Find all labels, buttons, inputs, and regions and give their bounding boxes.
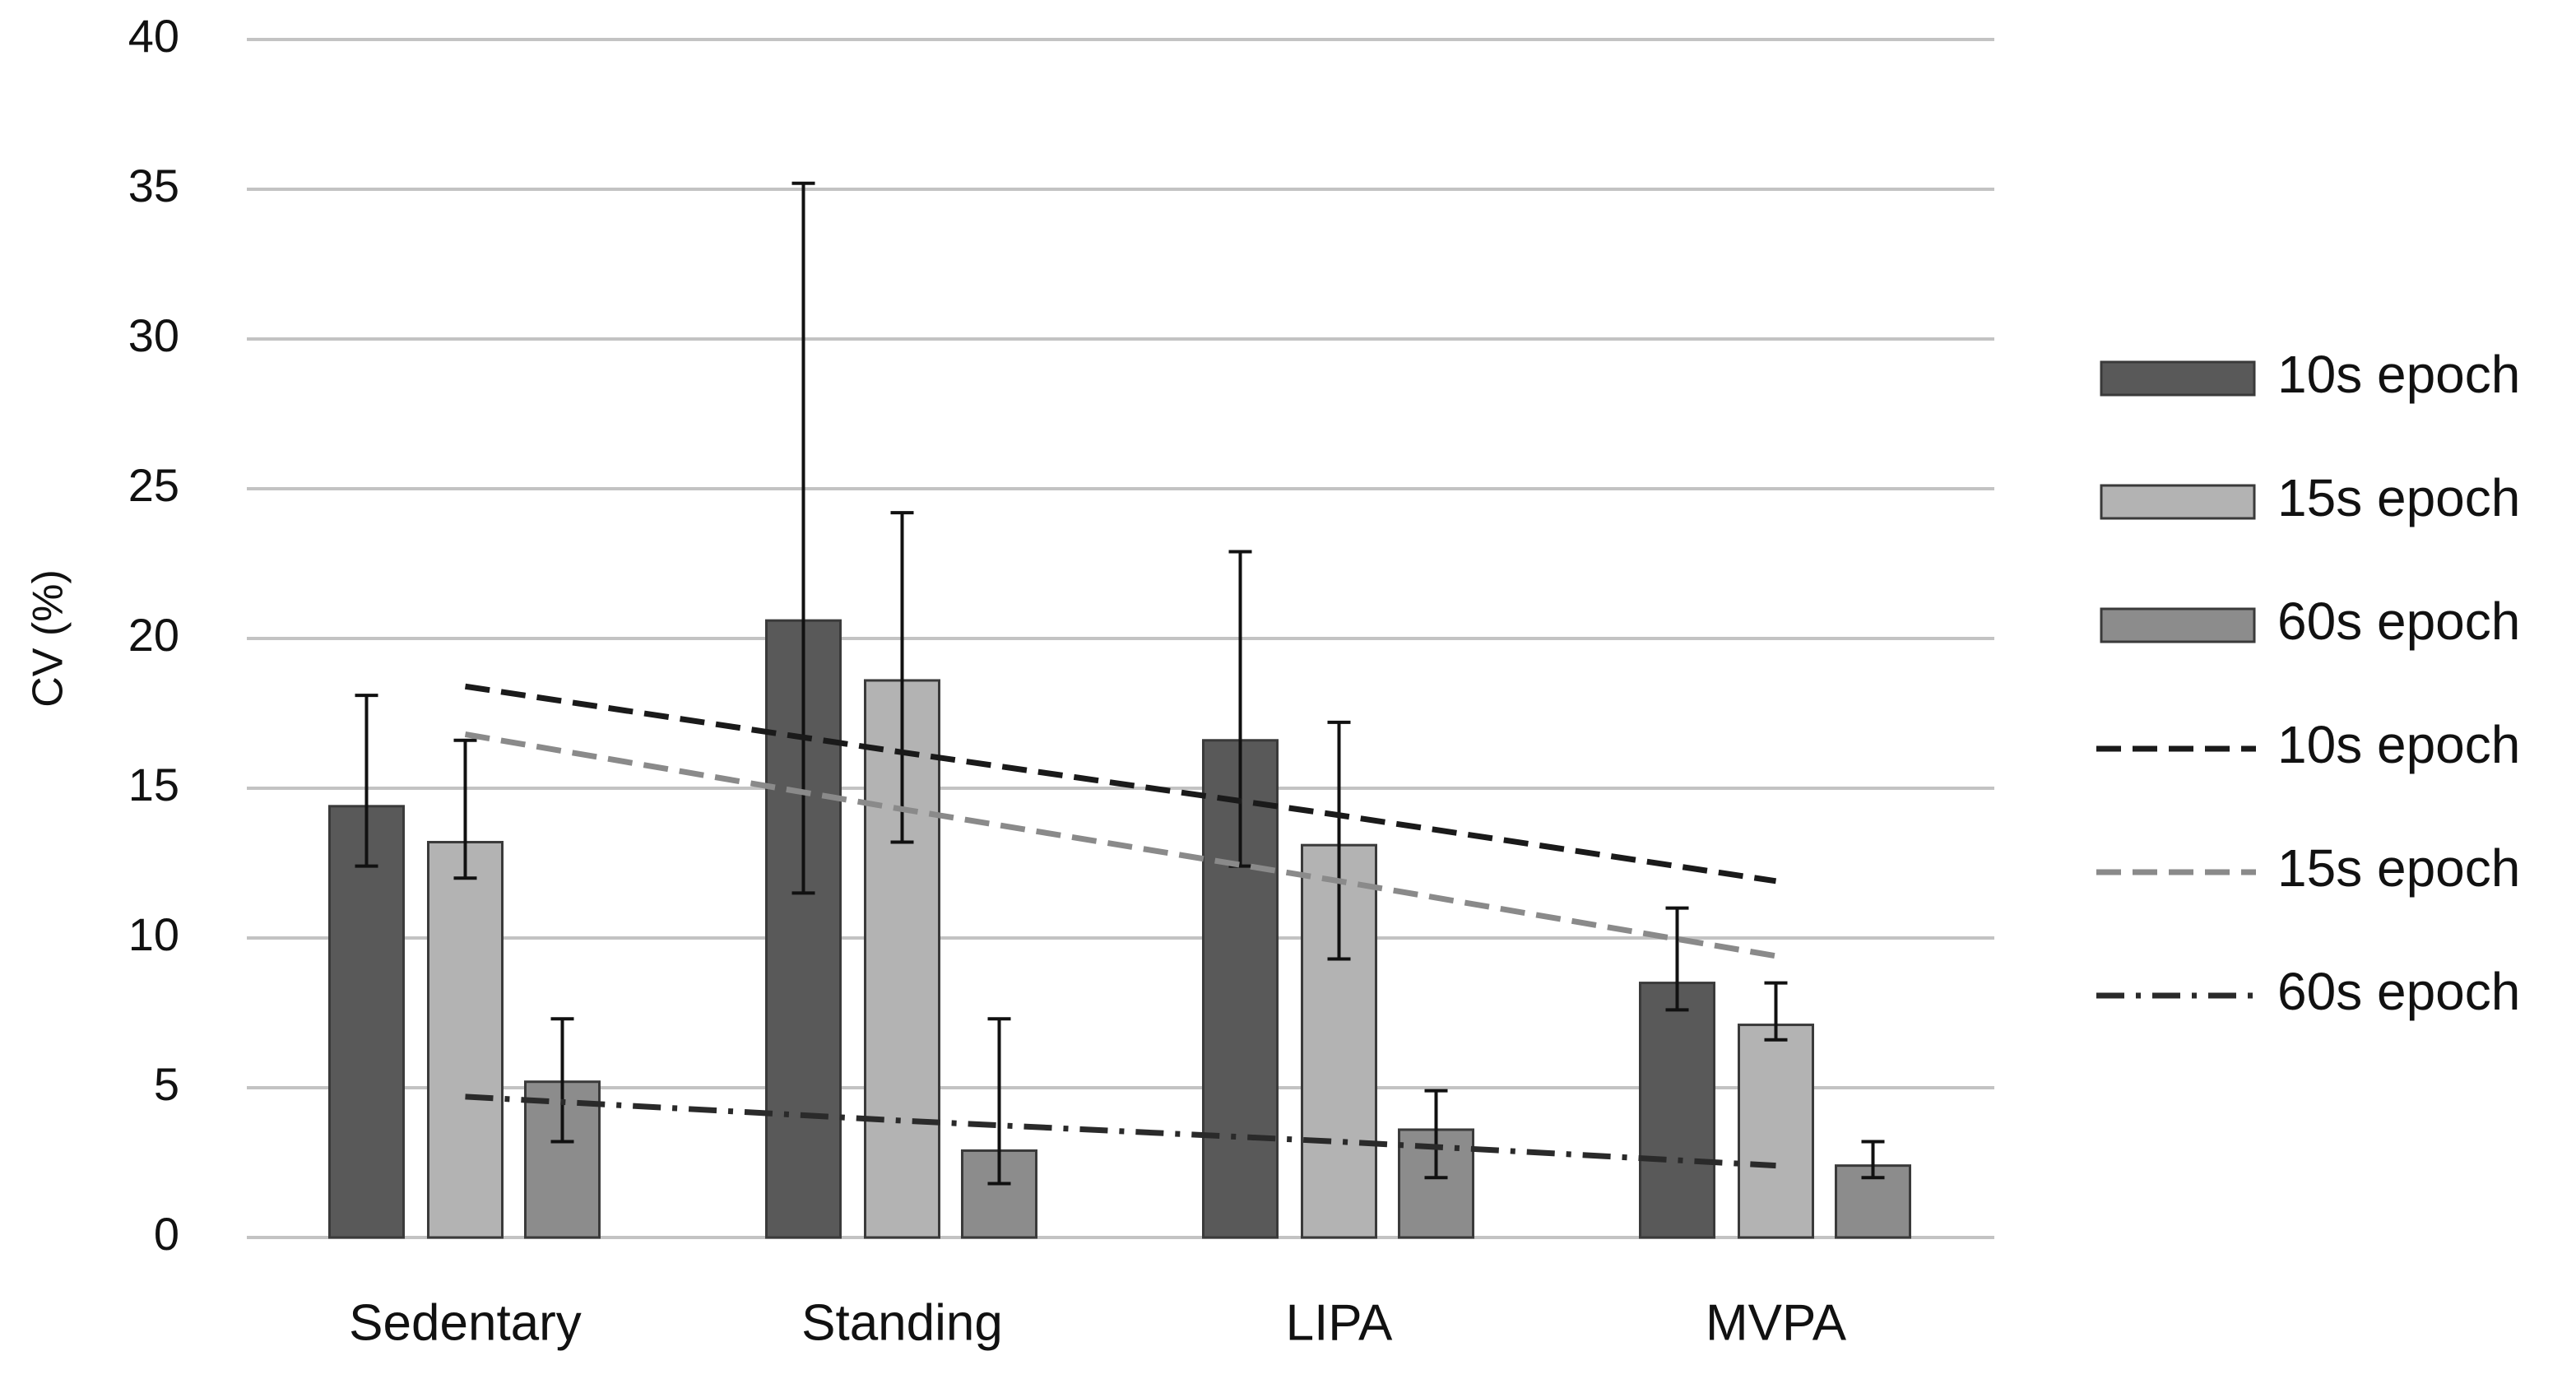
x-tick-label: Sedentary (349, 1294, 582, 1351)
legend-label: 10s epoch (2277, 345, 2520, 404)
error-bar (1327, 720, 1351, 961)
legend-swatch (2100, 360, 2256, 397)
y-tick-label: 20 (128, 609, 179, 661)
bar (1738, 1024, 1814, 1239)
error-bar (1861, 1140, 1885, 1180)
error-bar (355, 694, 378, 868)
y-tick-label: 35 (128, 160, 179, 211)
y-tick-label: 40 (128, 10, 179, 62)
y-tick-label: 0 (154, 1208, 179, 1260)
trend-line (464, 731, 1777, 959)
error-bar (453, 738, 477, 880)
bar (328, 805, 405, 1239)
error-bar (1424, 1089, 1448, 1180)
legend-label: 15s epoch (2277, 838, 2520, 898)
y-tick-label: 5 (154, 1058, 179, 1110)
legend-swatch (2100, 607, 2256, 643)
legend-label: 15s epoch (2277, 468, 2520, 527)
bar (1639, 982, 1715, 1239)
y-axis-label: CV (%) (25, 569, 72, 708)
error-bar (1764, 981, 1788, 1042)
x-tick-label: MVPA (1706, 1294, 1847, 1351)
error-bar (890, 511, 914, 844)
y-tick-label: 10 (128, 908, 179, 960)
y-tick-label: 15 (128, 759, 179, 810)
trend-line (465, 1093, 1776, 1169)
error-bar (791, 181, 815, 895)
bar (961, 1149, 1037, 1239)
legend-label: 10s epoch (2277, 715, 2520, 774)
y-tick-label: 25 (128, 459, 179, 511)
legend-label: 60s epoch (2277, 962, 2520, 1021)
error-bar (1665, 906, 1689, 1012)
error-bar (987, 1017, 1011, 1186)
y-tick-label: 30 (128, 309, 179, 361)
error-bar (550, 1017, 574, 1144)
x-tick-label: LIPA (1286, 1294, 1393, 1351)
legend-swatch (2100, 484, 2256, 520)
x-tick-label: Standing (801, 1294, 1003, 1351)
bar (427, 841, 504, 1239)
trend-line (464, 683, 1777, 885)
legend-label: 60s epoch (2277, 592, 2520, 651)
